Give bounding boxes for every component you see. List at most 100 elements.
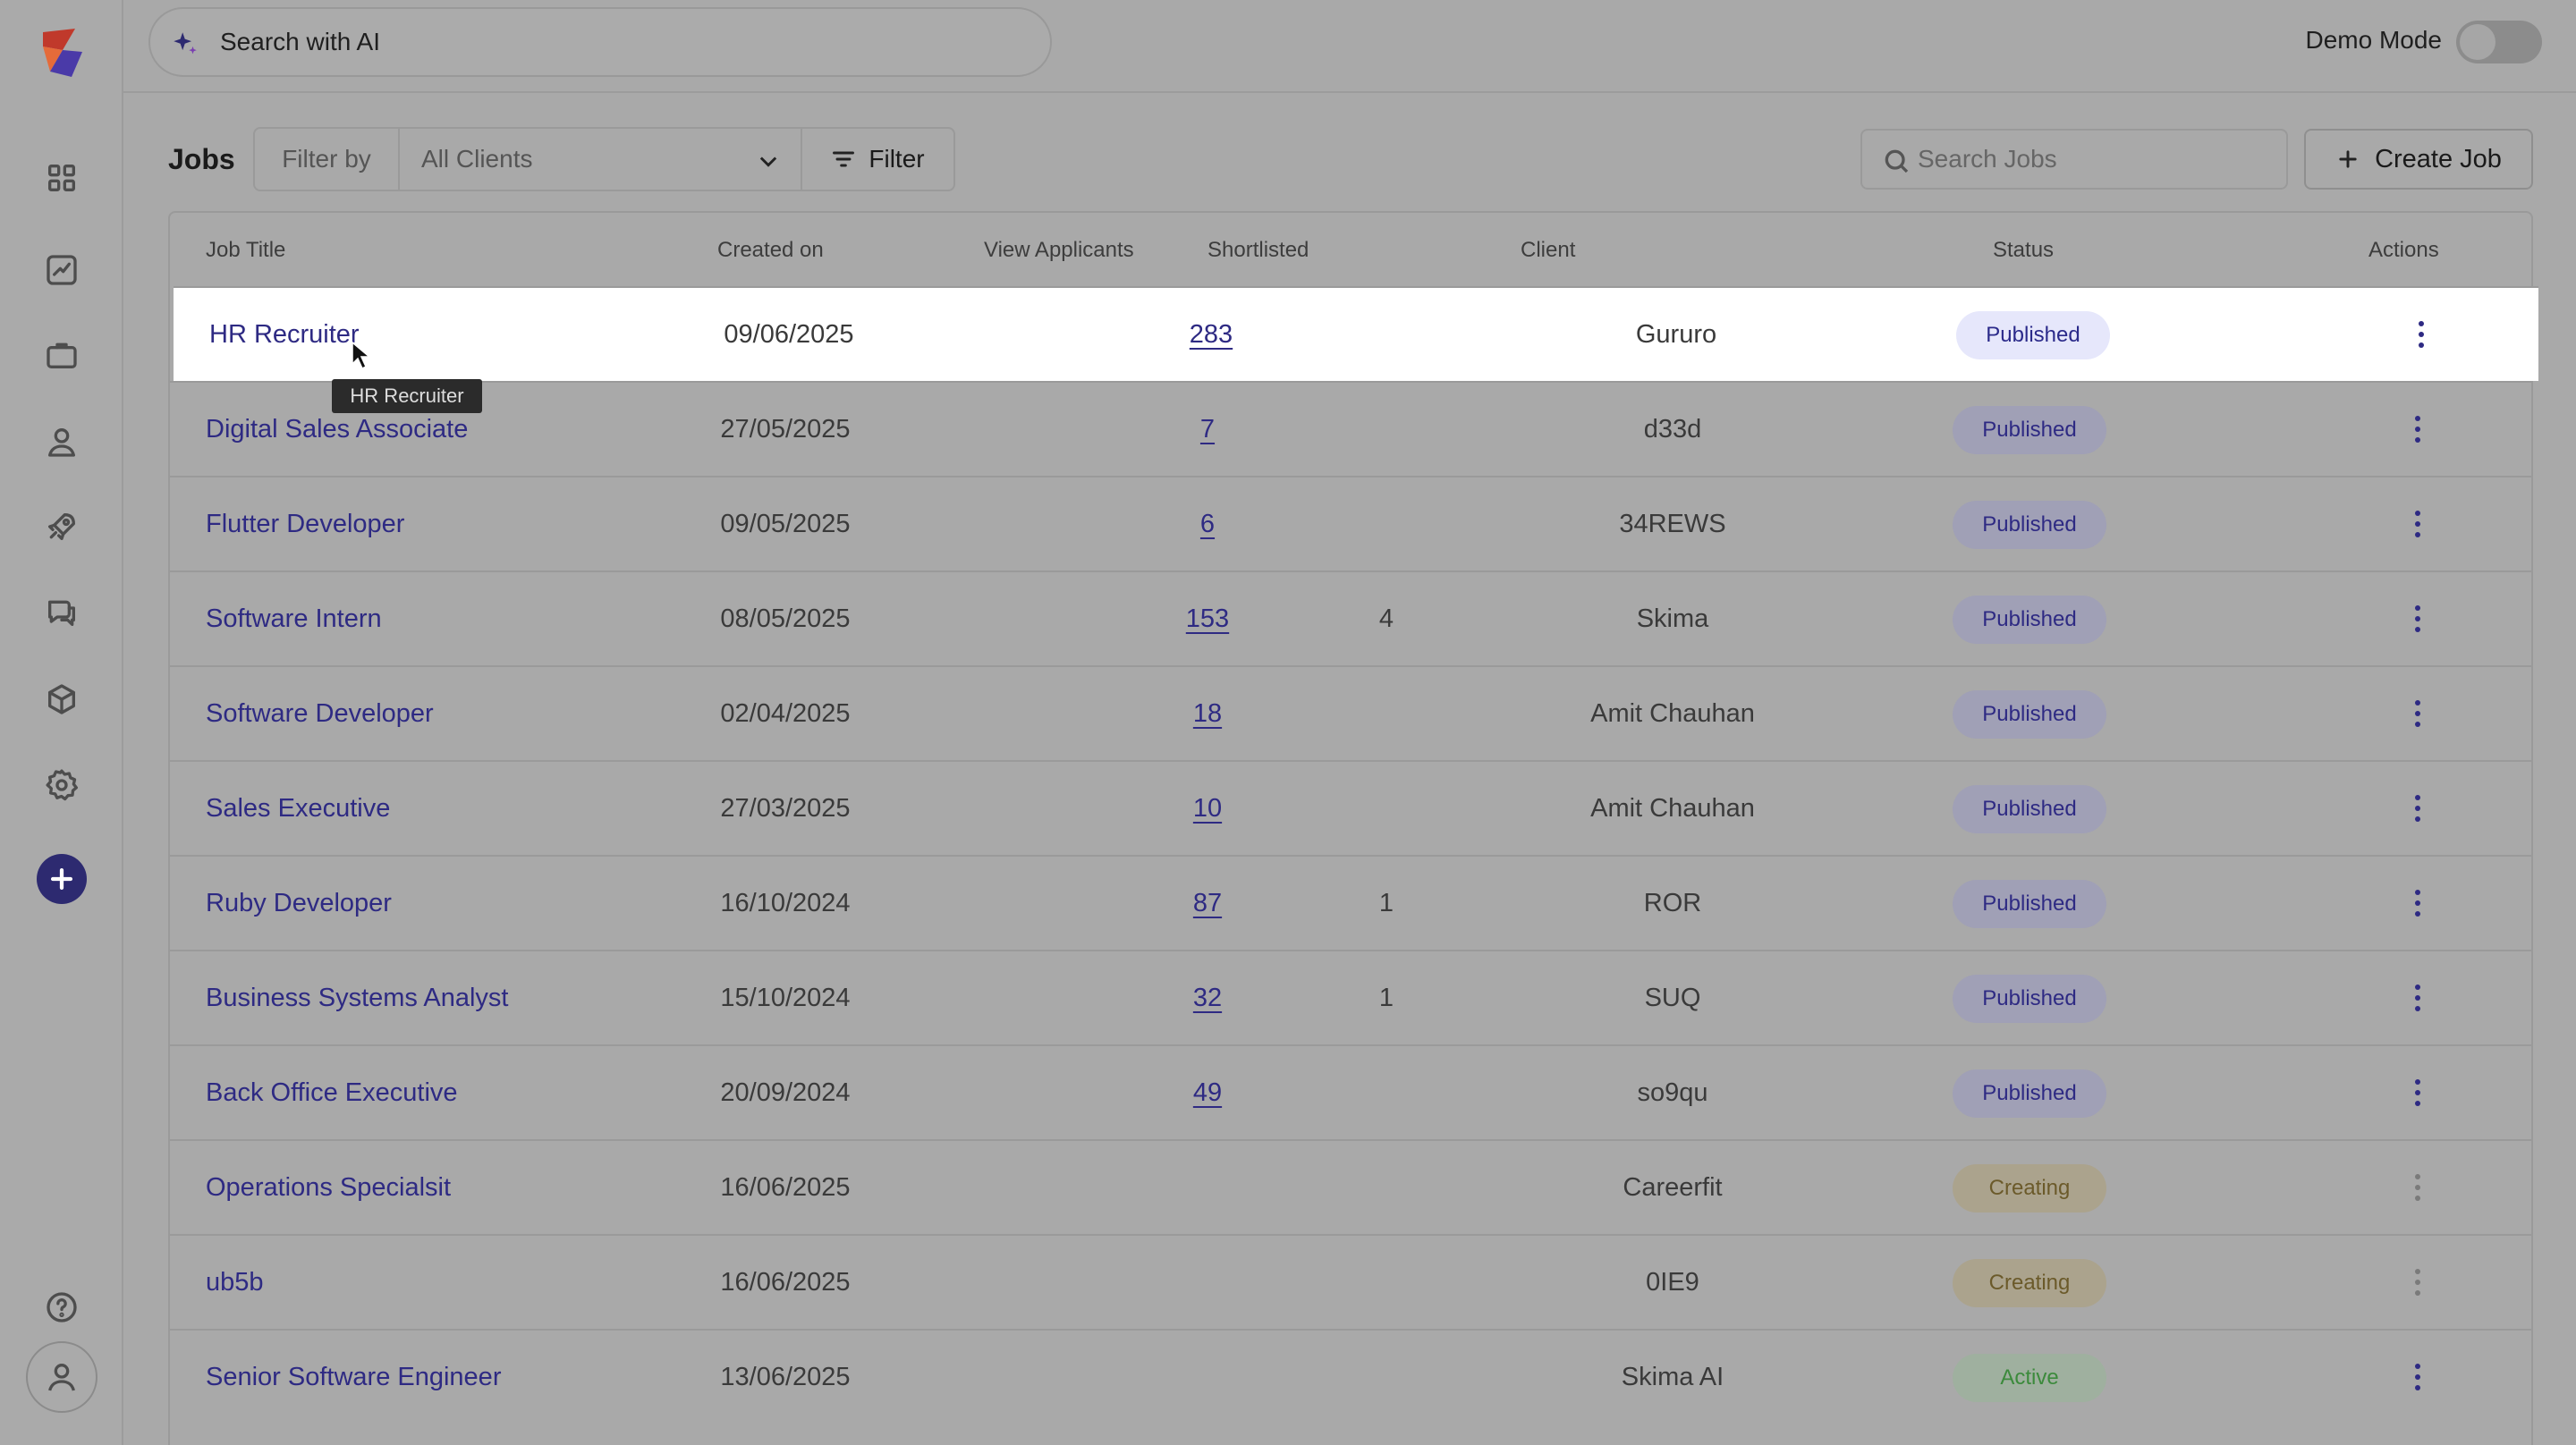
more-actions-icon[interactable] — [2400, 1359, 2436, 1395]
more-actions-icon[interactable] — [2400, 1264, 2436, 1300]
col-client[interactable]: Client — [1521, 238, 1576, 262]
gear-icon[interactable] — [41, 765, 82, 806]
ai-search-placeholder: Search with AI — [220, 28, 380, 55]
status-badge: Published — [1953, 785, 2106, 833]
client-cell: d33d — [1643, 414, 1702, 444]
top-bar: Search with AI Demo Mode — [123, 0, 2576, 93]
search-icon — [1885, 149, 1909, 173]
demo-mode-toggle[interactable] — [2456, 21, 2542, 63]
created-on-cell: 16/06/2025 — [720, 1267, 851, 1297]
more-actions-icon[interactable] — [2400, 1075, 2436, 1111]
table-row[interactable]: Senior Software Engineer 13/06/2025 Skima … — [170, 1329, 2531, 1424]
job-title-link[interactable]: Back Office Executive — [206, 1077, 458, 1107]
col-status[interactable]: Status — [1993, 238, 2055, 262]
more-actions-icon[interactable] — [2400, 696, 2436, 731]
job-title-link[interactable]: Sales Executive — [206, 793, 391, 823]
more-actions-icon[interactable] — [2400, 506, 2436, 542]
created-on-cell: 16/06/2025 — [720, 1172, 851, 1202]
more-actions-icon[interactable] — [2400, 980, 2436, 1016]
job-title-link[interactable]: Software Intern — [206, 604, 382, 633]
view-applicants-link[interactable]: 153 — [1185, 604, 1230, 633]
filter-by-label: Filter by — [255, 129, 400, 190]
create-job-button[interactable]: Create Job — [2304, 129, 2533, 190]
user-avatar-icon[interactable] — [26, 1341, 97, 1413]
table-row[interactable]: Software Developer 02/04/2025 18 Amit Chauh… — [170, 665, 2531, 760]
view-applicants-link[interactable]: 6 — [1199, 509, 1216, 538]
filter-icon — [833, 151, 855, 167]
help-icon[interactable] — [41, 1287, 82, 1328]
cube-icon[interactable] — [41, 679, 82, 720]
shortlisted-cell — [1363, 288, 1417, 381]
job-title-link[interactable]: Digital Sales Associate — [206, 414, 469, 444]
ai-search-input[interactable]: Search with AI — [148, 7, 1052, 77]
job-title-link[interactable]: Software Developer — [206, 698, 434, 728]
view-applicants-link[interactable]: 49 — [1192, 1077, 1223, 1107]
table-row[interactable]: ub5b 16/06/2025 0IE9 Creating — [170, 1234, 2531, 1329]
view-applicants-link[interactable]: 283 — [1189, 319, 1233, 349]
chevron-down-icon — [759, 156, 777, 167]
table-row[interactable]: Back Office Executive 20/09/2024 49 so9qu Pu… — [170, 1044, 2531, 1139]
more-actions-icon[interactable] — [2403, 317, 2439, 352]
view-applicants-link[interactable] — [1154, 1331, 1261, 1424]
search-jobs-input[interactable]: Search Jobs — [1860, 129, 2288, 190]
job-title-link[interactable]: ub5b — [206, 1267, 264, 1297]
col-view-applicants[interactable]: View Applicants — [984, 238, 1134, 262]
view-applicants-link[interactable] — [1154, 1141, 1261, 1234]
table-row[interactable]: Business Systems Analyst 15/10/2024 32 1 SUQ… — [170, 950, 2531, 1044]
view-applicants-link[interactable] — [1154, 1236, 1261, 1329]
client-cell: Gururo — [1635, 319, 1717, 349]
app-logo[interactable] — [30, 25, 93, 82]
grid-icon[interactable] — [41, 157, 82, 199]
table-row[interactable]: Operations Specialsit 16/06/2025 Careerfit… — [170, 1139, 2531, 1234]
table-row[interactable]: Software Intern 08/05/2025 153 4 Skima Publis… — [170, 570, 2531, 665]
created-on-cell: 09/05/2025 — [720, 509, 851, 538]
job-title-link[interactable]: Ruby Developer — [206, 888, 392, 917]
table-row[interactable]: Ruby Developer 16/10/2024 87 1 ROR Published — [170, 855, 2531, 950]
job-title-link[interactable]: Senior Software Engineer — [206, 1362, 502, 1391]
rocket-icon[interactable] — [41, 506, 82, 547]
sparkle-icon — [174, 32, 197, 55]
table-row[interactable]: Sales Executive 27/03/2025 10 Amit Chauhan P… — [170, 760, 2531, 855]
view-applicants-link[interactable]: 87 — [1192, 888, 1223, 917]
created-on-cell: 20/09/2024 — [720, 1077, 851, 1107]
shortlisted-cell — [1360, 1236, 1413, 1329]
page-title: Jobs — [168, 143, 235, 175]
job-title-link[interactable]: Operations Specialsit — [206, 1172, 452, 1202]
view-applicants-link[interactable]: 18 — [1192, 698, 1223, 728]
view-applicants-link[interactable]: 7 — [1199, 414, 1216, 444]
briefcase-icon[interactable] — [41, 334, 82, 376]
created-on-cell: 13/06/2025 — [720, 1362, 851, 1391]
more-actions-icon[interactable] — [2400, 1170, 2436, 1205]
created-on-cell: 08/05/2025 — [720, 604, 851, 633]
shortlisted-cell — [1360, 383, 1413, 476]
col-job-title[interactable]: Job Title — [206, 238, 286, 262]
more-actions-icon[interactable] — [2400, 411, 2436, 447]
client-cell: Skima AI — [1621, 1362, 1724, 1391]
created-on-cell: 02/04/2025 — [720, 698, 851, 728]
chat-icon[interactable] — [41, 592, 82, 633]
chart-trend-icon[interactable] — [41, 249, 82, 291]
user-icon[interactable] — [41, 421, 82, 462]
view-applicants-link[interactable]: 10 — [1192, 793, 1223, 823]
shortlisted-cell — [1360, 1331, 1413, 1424]
col-shortlisted[interactable]: Shortlisted — [1208, 238, 1309, 262]
table-row[interactable]: Digital Sales Associate 27/05/2025 7 d33d Pu… — [170, 381, 2531, 476]
job-title-link[interactable]: Business Systems Analyst — [206, 983, 509, 1012]
jobs-table: Job Title Created on View Applicants Sho… — [168, 211, 2538, 1445]
client-select[interactable]: All Clients — [400, 129, 802, 190]
more-actions-icon[interactable] — [2400, 601, 2436, 637]
col-created-on[interactable]: Created on — [717, 238, 824, 262]
table-row[interactable]: Flutter Developer 09/05/2025 6 34REWS Publis… — [170, 476, 2531, 570]
status-badge: Published — [1953, 880, 2106, 928]
mouse-cursor-icon — [352, 341, 372, 370]
shortlisted-cell — [1360, 1046, 1413, 1139]
more-actions-icon[interactable] — [2400, 885, 2436, 921]
table-row[interactable]: HR Recruiter 09/06/2025 283 Gururo Published — [174, 286, 2538, 381]
add-icon[interactable] — [37, 854, 87, 904]
more-actions-icon[interactable] — [2400, 790, 2436, 826]
job-title-link[interactable]: Flutter Developer — [206, 509, 405, 538]
view-applicants-link[interactable]: 32 — [1192, 983, 1223, 1012]
shortlisted-cell — [1360, 762, 1413, 855]
filter-button[interactable]: Filter — [802, 129, 953, 190]
job-title-link[interactable]: HR Recruiter — [209, 319, 360, 349]
